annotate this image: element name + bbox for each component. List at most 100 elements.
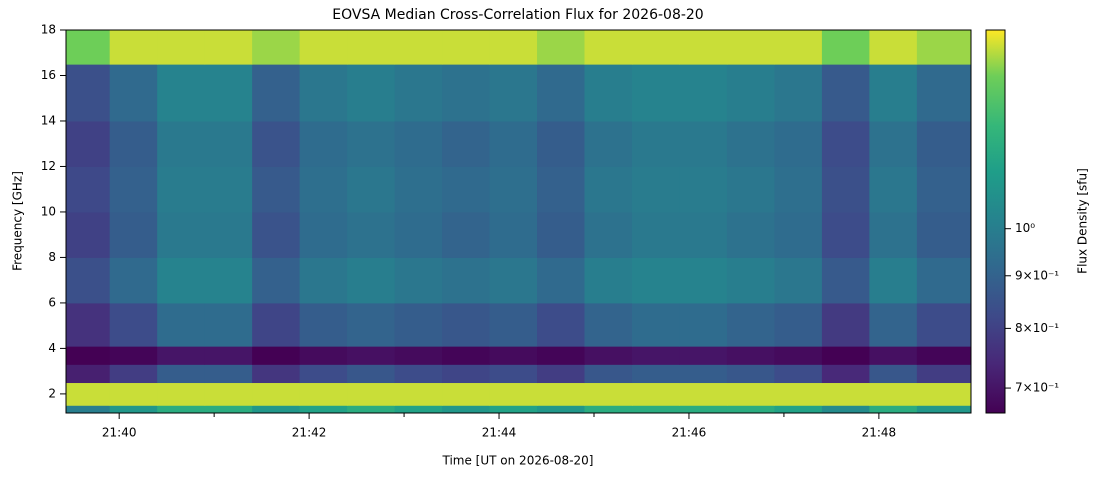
heatmap-cell	[631, 120, 680, 167]
heatmap-cell	[252, 30, 301, 65]
heatmap-cell	[442, 302, 491, 347]
heatmap-cell	[442, 405, 491, 414]
heatmap-cell	[489, 120, 538, 167]
heatmap-cell	[821, 211, 870, 258]
heatmap-cell	[679, 257, 728, 304]
y-tick-label: 18	[41, 23, 56, 37]
heatmap-cell	[66, 166, 111, 213]
heatmap-cell	[584, 120, 633, 167]
heatmap-cell	[916, 30, 972, 65]
y-tick-label: 6	[48, 295, 56, 309]
heatmap-cell	[347, 382, 396, 406]
heatmap-cell	[489, 346, 538, 365]
x-tick-label: 21:42	[292, 426, 327, 440]
heatmap-cell	[821, 405, 870, 414]
heatmap-cell	[394, 257, 443, 304]
heatmap-cell	[157, 382, 206, 406]
heatmap-cell	[204, 257, 253, 304]
heatmap-cell	[869, 211, 918, 258]
heatmap-cell	[679, 302, 728, 347]
heatmap-cell	[157, 302, 206, 347]
heatmap-cell	[726, 382, 775, 406]
heatmap-cell	[584, 302, 633, 347]
colorbar-tick-label: 8×10⁻¹	[1015, 321, 1059, 335]
y-tick-label: 16	[41, 68, 56, 82]
heatmap-cell	[631, 346, 680, 365]
heatmap-cell	[726, 30, 775, 65]
heatmap-cell	[204, 382, 253, 406]
heatmap-cell	[726, 120, 775, 167]
colorbar-tick-label: 10⁰	[1015, 221, 1035, 235]
heatmap-cell	[109, 382, 158, 406]
heatmap-cell	[489, 257, 538, 304]
heatmap-cell	[157, 257, 206, 304]
heatmap	[66, 30, 972, 414]
heatmap-cell	[347, 364, 396, 384]
heatmap-cell	[204, 166, 253, 213]
heatmap-cell	[821, 30, 870, 65]
heatmap-cell	[252, 166, 301, 213]
heatmap-cell	[347, 257, 396, 304]
heatmap-cell	[489, 302, 538, 347]
heatmap-cell	[584, 64, 633, 122]
heatmap-cell	[109, 120, 158, 167]
heatmap-cell	[869, 405, 918, 414]
heatmap-cell	[537, 211, 585, 258]
heatmap-cell	[726, 405, 775, 414]
heatmap-cell	[347, 302, 396, 347]
heatmap-cell	[347, 346, 396, 365]
heatmap-cell	[916, 364, 972, 384]
heatmap-cell	[66, 64, 111, 122]
heatmap-cell	[774, 302, 823, 347]
heatmap-cell	[869, 364, 918, 384]
heatmap-cell	[631, 166, 680, 213]
heatmap-cell	[631, 211, 680, 258]
heatmap-cell	[394, 120, 443, 167]
plot-frame	[65, 29, 972, 414]
heatmap-cell	[442, 120, 491, 167]
y-tick-label: 2	[48, 386, 56, 400]
heatmap-cell	[537, 166, 585, 213]
heatmap-cell	[299, 346, 348, 365]
heatmap-cell	[726, 64, 775, 122]
heatmap-cell	[869, 30, 918, 65]
heatmap-cell	[204, 64, 253, 122]
heatmap-cell	[537, 120, 585, 167]
heatmap-cell	[821, 364, 870, 384]
heatmap-cell	[869, 346, 918, 365]
heatmap-cell	[204, 30, 253, 65]
heatmap-cell	[299, 30, 348, 65]
heatmap-cell	[204, 364, 253, 384]
colorbar-tick-label: 7×10⁻¹	[1015, 381, 1059, 395]
y-tick-label: 14	[41, 113, 56, 127]
heatmap-cell	[869, 302, 918, 347]
heatmap-cell	[869, 382, 918, 406]
heatmap-cell	[537, 257, 585, 304]
heatmap-cell	[299, 302, 348, 347]
heatmap-cell	[726, 211, 775, 258]
heatmap-cell	[394, 30, 443, 65]
heatmap-cell	[869, 64, 918, 122]
heatmap-cell	[679, 364, 728, 384]
heatmap-cell	[394, 302, 443, 347]
heatmap-cell	[347, 30, 396, 65]
heatmap-cell	[394, 211, 443, 258]
y-axis-label: Frequency [GHz]	[11, 171, 25, 271]
heatmap-cell	[204, 302, 253, 347]
heatmap-cell	[916, 302, 972, 347]
heatmap-cell	[394, 64, 443, 122]
heatmap-cell	[726, 257, 775, 304]
heatmap-cell	[489, 166, 538, 213]
heatmap-cell	[821, 302, 870, 347]
heatmap-cell	[299, 364, 348, 384]
heatmap-cell	[157, 405, 206, 414]
heatmap-cell	[252, 257, 301, 304]
heatmap-cell	[631, 30, 680, 65]
heatmap-cell	[157, 166, 206, 213]
heatmap-cell	[584, 382, 633, 406]
heatmap-cell	[299, 211, 348, 258]
heatmap-cell	[442, 166, 491, 213]
heatmap-cell	[489, 30, 538, 65]
